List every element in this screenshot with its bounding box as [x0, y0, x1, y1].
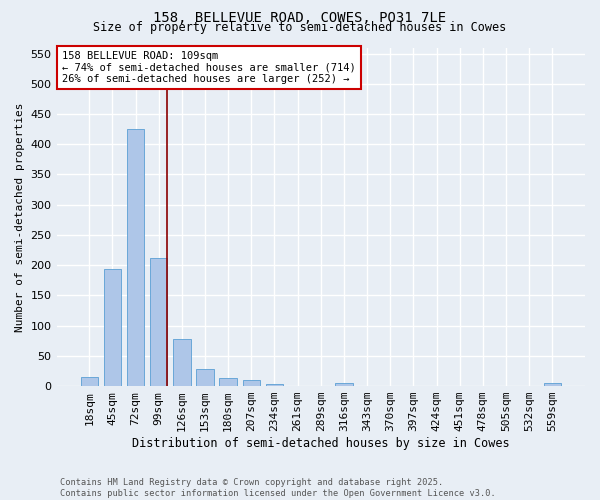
Bar [104, 269, 121, 386]
X-axis label: Distribution of semi-detached houses by size in Cowes: Distribution of semi-detached houses by … [132, 437, 509, 450]
Text: Size of property relative to semi-detached houses in Cowes: Size of property relative to semi-detach… [94, 22, 506, 35]
Bar [242, 380, 260, 386]
Bar [544, 383, 561, 386]
Bar [220, 378, 237, 386]
Bar [127, 129, 144, 386]
Bar [150, 258, 167, 386]
Bar [266, 384, 283, 386]
Text: 158, BELLEVUE ROAD, COWES, PO31 7LE: 158, BELLEVUE ROAD, COWES, PO31 7LE [154, 11, 446, 25]
Text: 158 BELLEVUE ROAD: 109sqm
← 74% of semi-detached houses are smaller (714)
26% of: 158 BELLEVUE ROAD: 109sqm ← 74% of semi-… [62, 51, 356, 84]
Bar [80, 377, 98, 386]
Text: Contains HM Land Registry data © Crown copyright and database right 2025.
Contai: Contains HM Land Registry data © Crown c… [60, 478, 496, 498]
Bar [196, 369, 214, 386]
Bar [335, 383, 353, 386]
Y-axis label: Number of semi-detached properties: Number of semi-detached properties [15, 102, 25, 332]
Bar [173, 339, 191, 386]
